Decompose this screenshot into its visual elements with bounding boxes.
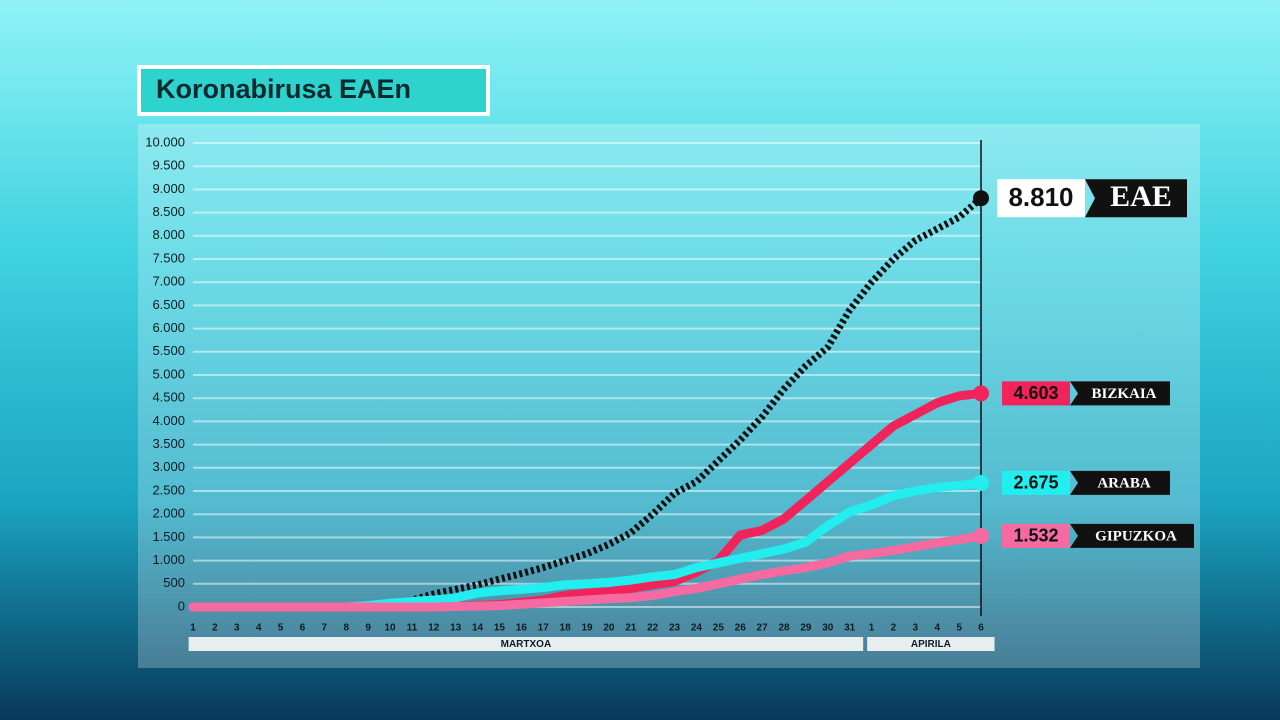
y-tick-label: 7.500	[152, 250, 185, 265]
y-tick-label: 2.500	[152, 482, 185, 497]
value-label: 2.675	[1013, 473, 1058, 493]
legend-name: GIPUZKOA	[1095, 528, 1177, 544]
title-box	[137, 65, 490, 116]
y-tick-label: 1.000	[152, 552, 185, 567]
y-tick-label: 4.000	[152, 413, 185, 428]
x-tick-label: 9	[365, 623, 371, 634]
x-tick-label: 5	[956, 623, 962, 634]
x-tick-label: 17	[538, 623, 550, 634]
x-tick-label: 16	[516, 623, 528, 634]
value-box	[1002, 470, 1070, 495]
legend-name: ARABA	[1097, 475, 1151, 491]
x-tick-label: 4	[934, 623, 940, 634]
x-tick-label: 28	[778, 623, 790, 634]
x-tick-label: 1	[190, 623, 196, 634]
y-tick-label: 3.000	[152, 459, 185, 474]
y-tick-label: 5.500	[152, 343, 185, 358]
y-tick-label: 8.000	[152, 227, 185, 242]
y-tick-label: 2.000	[152, 506, 185, 521]
x-tick-label: 14	[472, 623, 484, 634]
chart-title: Koronabirusa EAEn	[156, 74, 411, 104]
y-tick-label: 500	[163, 575, 185, 590]
name-box	[1070, 523, 1194, 548]
y-tick-label: 1.500	[152, 529, 185, 544]
end-dot	[973, 474, 989, 491]
x-tick-label: 18	[560, 623, 572, 634]
name-box	[1085, 179, 1187, 218]
x-tick-label: 20	[603, 623, 615, 634]
x-tick-label: 31	[844, 623, 856, 634]
x-tick-label: 11	[407, 623, 418, 634]
value-label: 4.603	[1013, 383, 1058, 403]
legend-name: EAE	[1110, 180, 1172, 213]
end-dot	[973, 527, 989, 544]
value-box	[997, 179, 1085, 218]
x-tick-label: 22	[647, 623, 659, 634]
x-tick-label: 1	[869, 623, 875, 634]
month-bar	[867, 637, 995, 651]
y-tick-label: 5.000	[152, 366, 185, 381]
x-tick-label: 6	[978, 623, 984, 634]
x-tick-label: 24	[691, 623, 703, 634]
end-dot	[973, 190, 989, 207]
name-box	[1070, 470, 1170, 495]
x-tick-label: 5	[278, 623, 284, 634]
y-tick-label: 10.000	[145, 134, 185, 149]
y-tick-label: 6.000	[152, 320, 185, 335]
x-tick-label: 19	[581, 623, 593, 634]
x-tick-label: 6	[300, 623, 306, 634]
y-tick-label: 9.500	[152, 158, 185, 173]
x-tick-label: 2	[891, 623, 897, 634]
x-tick-label: 12	[428, 623, 440, 634]
y-tick-label: 6.500	[152, 297, 185, 312]
x-tick-label: 21	[625, 623, 637, 634]
series-line	[188, 531, 986, 612]
x-tick-label: 8	[343, 623, 349, 634]
x-tick-label: 27	[757, 623, 769, 634]
series-line	[193, 195, 984, 611]
y-tick-label: 3.500	[152, 436, 185, 451]
name-box	[1070, 381, 1170, 406]
value-label: 1.532	[1013, 526, 1058, 546]
y-tick-label: 0	[178, 598, 185, 613]
value-box	[1002, 381, 1070, 406]
x-tick-label: 4	[256, 623, 262, 634]
y-tick-label: 4.500	[152, 390, 185, 405]
value-label: 8.810	[1008, 182, 1073, 212]
x-tick-label: 29	[800, 623, 812, 634]
value-box	[1002, 523, 1070, 548]
x-tick-label: 23	[669, 623, 681, 634]
x-tick-label: 7	[322, 623, 328, 634]
x-tick-label: 10	[384, 623, 396, 634]
month-label: APIRILA	[911, 639, 951, 650]
x-tick-label: 25	[713, 623, 725, 634]
x-tick-label: 13	[450, 623, 462, 634]
month-label: MARTXOA	[501, 639, 552, 650]
x-tick-label: 3	[913, 623, 919, 634]
legend-name: BIZKAIA	[1091, 386, 1156, 402]
y-tick-label: 7.000	[152, 274, 185, 289]
month-bar	[188, 637, 864, 651]
x-tick-label: 30	[822, 623, 834, 634]
x-tick-label: 3	[234, 623, 240, 634]
x-tick-label: 2	[212, 623, 218, 634]
x-tick-label: 15	[494, 623, 506, 634]
end-dot	[973, 385, 989, 402]
y-tick-label: 9.000	[152, 181, 185, 196]
y-tick-label: 8.500	[152, 204, 185, 219]
x-tick-label: 26	[735, 623, 747, 634]
